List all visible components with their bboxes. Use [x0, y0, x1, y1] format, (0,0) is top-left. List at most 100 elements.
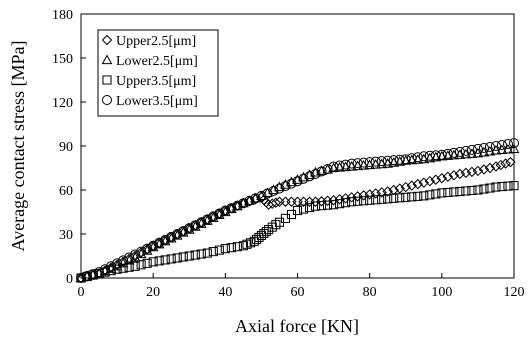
- data-point: [448, 170, 460, 181]
- data-point: [340, 159, 351, 170]
- data-point: [226, 243, 236, 253]
- data-point: [466, 166, 478, 178]
- data-point: [160, 255, 170, 265]
- data-point: [310, 168, 321, 179]
- legend-label: Upper2.5[μm]: [116, 34, 196, 49]
- data-point: [382, 155, 393, 166]
- data-point: [196, 217, 207, 228]
- data-point: [329, 200, 339, 210]
- legend-marker-diamond: [101, 34, 113, 46]
- data-point: [328, 161, 339, 172]
- data-point: [461, 186, 471, 196]
- data-point: [479, 184, 489, 194]
- data-point: [460, 167, 472, 179]
- data-point: [406, 153, 417, 164]
- legend-items: Upper2.5[μm] Lower2.5[μm] Upper3.5[μm] Lowe…: [101, 34, 198, 109]
- data-point: [184, 251, 194, 261]
- data-point: [436, 173, 448, 184]
- data-point: [424, 150, 435, 161]
- data-point: [352, 158, 363, 169]
- data-point: [214, 208, 225, 219]
- x-tick-label: 20: [146, 285, 160, 300]
- data-point: [485, 183, 495, 193]
- data-point: [154, 256, 164, 266]
- y-tick-label: 60: [59, 184, 73, 199]
- data-point: [455, 186, 465, 197]
- data-point: [322, 163, 333, 174]
- data-point: [130, 249, 141, 260]
- data-point: [334, 160, 345, 171]
- data-point: [401, 192, 411, 202]
- data-point: [274, 183, 285, 194]
- data-point: [478, 164, 490, 175]
- data-point: [196, 249, 206, 259]
- data-point: [304, 203, 315, 213]
- data-point: [106, 266, 116, 276]
- data-point: [124, 262, 134, 272]
- y-tick-label: 150: [52, 52, 73, 67]
- data-point: [431, 189, 441, 199]
- data-point: [280, 181, 291, 192]
- data-point: [328, 195, 339, 206]
- data-point: [407, 192, 417, 202]
- series-circle: [76, 138, 519, 283]
- data-point: [467, 185, 477, 196]
- data-point: [106, 261, 117, 272]
- data-point: [148, 240, 159, 251]
- x-tick-label: 60: [291, 285, 305, 300]
- data-point: [244, 195, 255, 206]
- data-point: [509, 138, 519, 149]
- x-axis-title: Axial force [KN]: [235, 316, 359, 336]
- data-point: [341, 198, 351, 208]
- data-point: [430, 174, 442, 185]
- data-point: [184, 223, 195, 234]
- data-point: [497, 182, 507, 192]
- data-point: [419, 191, 429, 201]
- data-point: [371, 195, 381, 205]
- data-point: [484, 162, 496, 174]
- legend-marker-square: [102, 75, 112, 85]
- data-point: [425, 190, 435, 200]
- data-point: [472, 165, 484, 177]
- data-point: [490, 161, 502, 172]
- x-tick-label: 100: [431, 285, 452, 300]
- data-point: [364, 157, 375, 168]
- data-point: [178, 252, 188, 262]
- data-point: [370, 188, 381, 199]
- legend-label: Lower2.5[μm]: [116, 54, 198, 69]
- data-point: [238, 198, 249, 209]
- legend-marker-circle: [102, 95, 112, 105]
- data-point: [413, 191, 423, 201]
- data-point: [124, 252, 135, 263]
- data-point: [466, 144, 477, 155]
- x-tick-label: 120: [504, 285, 525, 300]
- data-point: [472, 143, 483, 154]
- series-square: [76, 181, 519, 283]
- data-point: [232, 242, 242, 252]
- data-point: [449, 187, 459, 197]
- series-diamond: [75, 156, 516, 284]
- data-marks: [75, 138, 520, 284]
- data-point: [352, 191, 363, 202]
- legend-label: Upper3.5[μm]: [116, 74, 196, 89]
- data-point: [382, 186, 393, 197]
- data-point: [256, 190, 267, 201]
- data-point: [178, 226, 189, 237]
- data-point: [412, 178, 423, 190]
- legend: Upper2.5[μm] Lower2.5[μm] Upper3.5[μm] Lowe…: [97, 29, 219, 117]
- data-point: [190, 250, 200, 260]
- data-point: [190, 220, 201, 231]
- data-point: [442, 171, 454, 183]
- data-point: [454, 149, 466, 159]
- data-point: [376, 156, 387, 167]
- data-point: [495, 159, 506, 171]
- data-point: [347, 197, 357, 207]
- data-point: [376, 187, 387, 198]
- data-point: [310, 201, 321, 211]
- data-point: [292, 205, 303, 216]
- data-point: [383, 194, 393, 204]
- data-point: [136, 260, 146, 270]
- data-point: [502, 139, 513, 150]
- data-point: [76, 273, 86, 283]
- data-point: [388, 155, 399, 166]
